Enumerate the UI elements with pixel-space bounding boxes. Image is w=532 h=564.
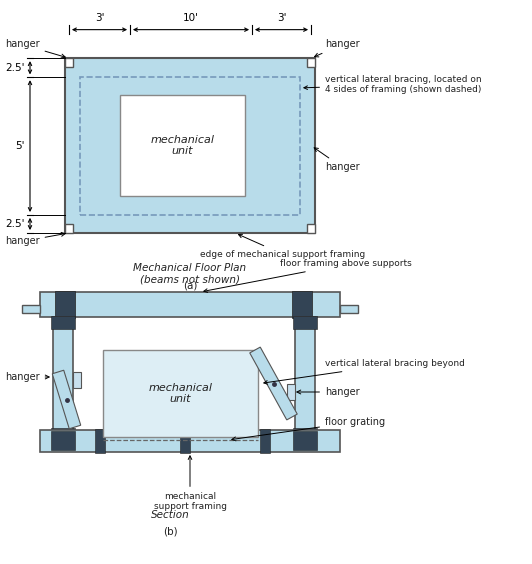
Bar [51,428,75,438]
Text: 3': 3' [95,14,104,23]
Text: 10': 10' [183,14,199,23]
Polygon shape [52,370,81,429]
Text: mechanical
unit: mechanical unit [148,383,212,404]
Text: hanger: hanger [314,148,360,172]
Text: hanger: hanger [5,232,65,246]
Bar [287,384,295,400]
Text: mechanical
support framing: mechanical support framing [154,456,227,512]
Bar [55,291,75,318]
Text: Section: Section [151,510,189,520]
Text: edge of mechanical support framing: edge of mechanical support framing [200,234,365,259]
Text: hanger: hanger [314,39,360,57]
Bar [103,350,258,437]
Text: 3': 3' [277,14,286,23]
Bar [65,224,73,233]
Bar [180,429,190,453]
Bar [80,77,300,215]
Bar [40,430,340,452]
Bar [307,58,315,67]
Text: (a): (a) [183,280,197,290]
Bar [293,428,317,438]
Bar [295,317,315,437]
Text: (b): (b) [163,526,177,536]
Bar [51,431,75,450]
Text: vertical lateral bracing, located on
4 sides of framing (shown dashed): vertical lateral bracing, located on 4 s… [304,75,481,94]
Bar [65,58,73,67]
Text: 5': 5' [15,141,25,151]
Text: 2.5': 2.5' [5,63,25,73]
Bar [340,305,358,313]
Text: floor grating: floor grating [232,417,385,441]
Text: hanger: hanger [5,372,49,382]
Text: Mechanical Floor Plan
(beams not shown): Mechanical Floor Plan (beams not shown) [134,263,246,284]
Text: hanger: hanger [297,387,360,397]
Bar [22,305,40,313]
Bar [120,95,245,196]
Bar [260,429,270,453]
Text: 2.5': 2.5' [5,219,25,229]
Bar [307,224,315,233]
Bar [293,431,317,450]
Bar [53,317,73,437]
Bar [292,291,312,318]
Polygon shape [250,347,297,420]
Bar [293,316,317,329]
Bar [73,372,81,388]
Text: floor framing above supports: floor framing above supports [204,259,412,292]
Bar [51,316,75,329]
Bar [65,58,315,233]
Bar [40,292,340,317]
Text: hanger: hanger [5,39,65,58]
Text: vertical lateral bracing beyond: vertical lateral bracing beyond [264,359,465,384]
Text: mechanical
unit: mechanical unit [151,135,214,156]
Bar [95,429,105,453]
